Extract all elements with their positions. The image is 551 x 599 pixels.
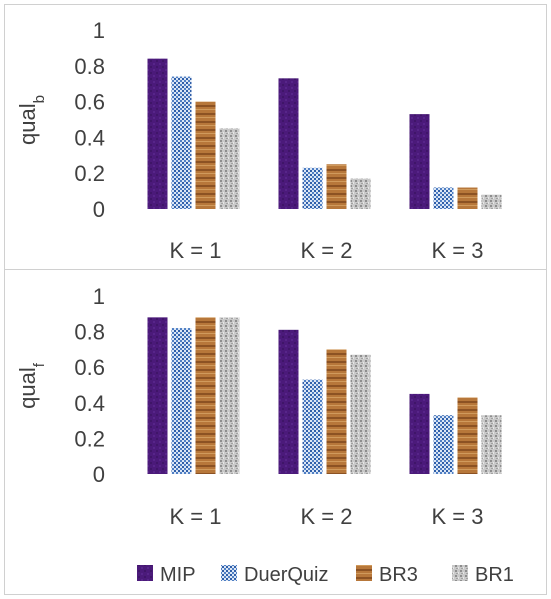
y-tick-label: 1 (93, 284, 105, 309)
bar-mip-k-2 (278, 78, 299, 209)
bar-br1-k-2 (350, 354, 371, 474)
y-axis-label: qualf (15, 362, 48, 409)
y-tick-label: 0.8 (74, 320, 105, 345)
x-category-label: K = 2 (301, 504, 353, 529)
bar-duerquiz-k-1 (171, 76, 192, 209)
legend-swatch-br3 (356, 565, 372, 581)
legend: MIP DuerQuiz BR3 BR1 (137, 564, 514, 586)
legend-label-br3: BR3 (379, 564, 418, 586)
legend-item-br3: BR3 (356, 564, 418, 586)
y-tick-label: 0.4 (74, 125, 105, 150)
y-tick-label: 0.4 (74, 391, 105, 416)
y-tick-label: 0.6 (74, 90, 105, 115)
y-tick-label: 0 (93, 197, 105, 222)
bar-br1-k-1 (219, 317, 240, 474)
bar-br3-k-1 (195, 317, 216, 474)
bar-duerquiz-k-3 (433, 415, 454, 474)
x-category-label: K = 2 (301, 238, 353, 263)
bar-br1-k-1 (219, 128, 240, 209)
bar-br3-k-3 (457, 187, 478, 209)
legend-item-mip: MIP (137, 564, 196, 586)
bar-mip-k-1 (147, 58, 168, 209)
legend-label-br1: BR1 (475, 564, 514, 586)
x-category-label: K = 3 (432, 238, 484, 263)
bar-br1-k-3 (481, 415, 502, 474)
bar-br3-k-3 (457, 397, 478, 474)
y-tick-label: 0.2 (74, 426, 105, 451)
bar-mip-k-1 (147, 317, 168, 474)
y-tick-label: 0.8 (74, 54, 105, 79)
legend-label-mip: MIP (160, 564, 196, 586)
bar-duerquiz-k-2 (302, 167, 323, 209)
bar-br3-k-1 (195, 101, 216, 209)
y-tick-label: 1 (93, 18, 105, 43)
legend-swatch-duerquiz (221, 565, 237, 581)
bar-mip-k-2 (278, 329, 299, 474)
bar-br1-k-2 (350, 178, 371, 209)
legend-swatch-br1 (452, 565, 468, 581)
bar-duerquiz-k-2 (302, 379, 323, 474)
bar-br3-k-2 (326, 164, 347, 209)
panel-bottom-frame (4, 269, 547, 595)
bar-mip-k-3 (409, 114, 430, 209)
y-tick-label: 0 (93, 462, 105, 487)
legend-item-br1: BR1 (452, 564, 514, 586)
y-axis-label: qualb (15, 95, 48, 145)
x-category-label: K = 1 (170, 504, 222, 529)
y-tick-label: 0.2 (74, 161, 105, 186)
bar-br3-k-2 (326, 349, 347, 474)
bar-duerquiz-k-3 (433, 187, 454, 209)
legend-swatch-mip (137, 565, 153, 581)
bar-mip-k-3 (409, 393, 430, 474)
x-category-label: K = 3 (432, 504, 484, 529)
y-tick-label: 0.6 (74, 355, 105, 380)
bar-br1-k-3 (481, 194, 502, 209)
bar-duerquiz-k-1 (171, 328, 192, 474)
legend-label-duerquiz: DuerQuiz (244, 564, 328, 586)
chart-qual-f: 0 0.2 0.4 0.6 0.8 1 qualf K = 1 K = 2 K = 3 (15, 284, 502, 529)
x-category-label: K = 1 (170, 238, 222, 263)
chart-qual-b: 0 0.2 0.4 0.6 0.8 1 qualb K = 1 K = 2 K = 3 (15, 18, 502, 263)
legend-item-duerquiz: DuerQuiz (221, 564, 328, 586)
